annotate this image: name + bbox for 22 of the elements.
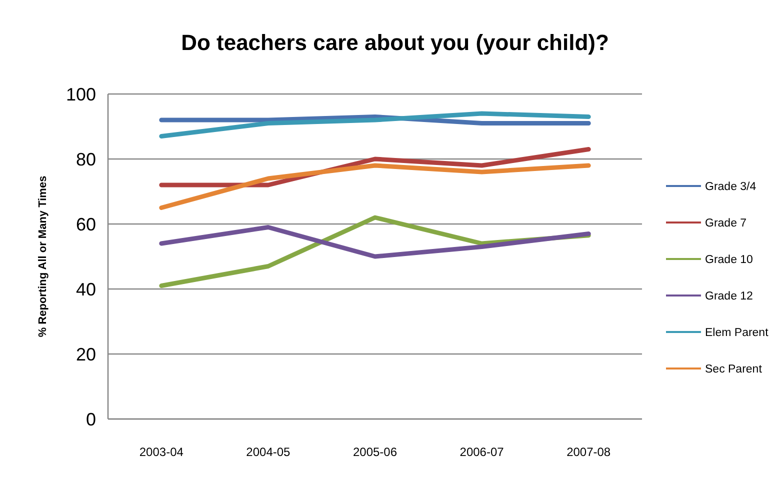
y-tick-label: 60: [76, 214, 96, 234]
chart-title: Do teachers care about you (your child)?: [181, 30, 609, 55]
y-tick-label: 40: [76, 279, 96, 300]
x-tick-label: 2007-08: [566, 445, 611, 459]
line-series: [159, 163, 591, 210]
y-axis-title: % Reporting All or Many Times: [37, 176, 49, 338]
legend-label: Grade 12: [705, 290, 753, 303]
line-series: [159, 111, 591, 138]
y-tick-label: 0: [86, 409, 96, 430]
legend-label: Grade 7: [705, 218, 747, 230]
line-series: [159, 225, 591, 259]
legend-label: Grade 3/4: [705, 181, 757, 194]
y-tick-label: 20: [76, 344, 96, 364]
x-tick-label: 2003-04: [139, 445, 184, 459]
legend-label: Grade 10: [705, 254, 753, 266]
x-tick-label: 2004-05: [246, 445, 291, 459]
x-tick-label: 2006-07: [460, 445, 504, 459]
legend-label: Elem Parent: [705, 327, 770, 340]
y-tick-label: 80: [76, 149, 96, 170]
y-tick-label: 100: [66, 84, 96, 104]
legend-label: Sec Parent: [705, 364, 763, 376]
x-tick-label: 2005-06: [352, 445, 398, 459]
